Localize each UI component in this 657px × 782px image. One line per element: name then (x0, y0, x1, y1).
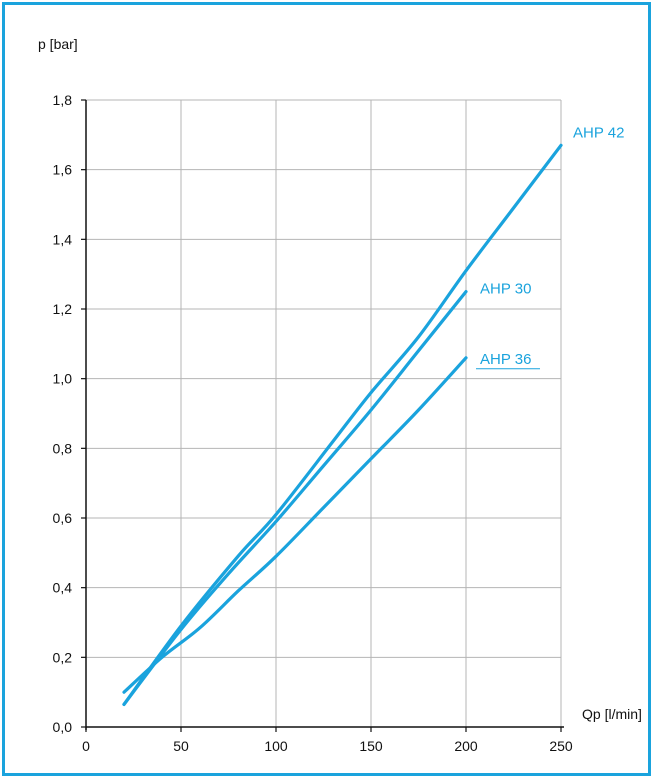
y-tick-label: 1,8 (53, 92, 73, 108)
x-tick-label: 0 (82, 738, 90, 754)
y-tick-label: 0,6 (53, 510, 73, 526)
series-label-ahp-30: AHP 30 (480, 281, 531, 298)
series-label-ahp-36: AHP 36 (480, 351, 531, 368)
y-axis-label: p [bar] (38, 36, 78, 52)
y-tick-labels: 0,0 0,2 0,4 0,6 0,8 1,0 1,2 1,4 1,6 1,8 (53, 92, 73, 735)
axes (81, 99, 564, 732)
x-tick-label: 50 (173, 738, 189, 754)
y-tick-label: 0,2 (53, 649, 73, 665)
series-lines (122, 143, 563, 706)
series-labels: AHP 42 AHP 30 AHP 36 (476, 124, 624, 370)
y-tick-label: 1,4 (53, 231, 73, 247)
chart-frame (2, 2, 651, 776)
series-line-ahp-30 (122, 290, 468, 706)
x-tick-label: 100 (264, 738, 288, 754)
y-tick-label: 1,0 (53, 371, 73, 387)
grid-lines (86, 99, 562, 727)
y-tick-label: 1,2 (53, 301, 73, 317)
x-tick-label: 250 (549, 738, 573, 754)
x-tick-labels: 0 50 100 150 200 250 (82, 738, 573, 754)
y-tick-label: 0,0 (53, 719, 73, 735)
series-line-ahp-42 (122, 143, 563, 706)
x-axis-label: Qp [l/min] (582, 706, 642, 722)
x-tick-label: 150 (359, 738, 383, 754)
y-tick-label: 0,4 (53, 580, 73, 596)
series-line-ahp-36 (122, 356, 468, 694)
x-tick-label: 200 (454, 738, 478, 754)
y-tick-label: 0,8 (53, 440, 73, 456)
y-tick-label: 1,6 (53, 162, 73, 178)
series-label-ahp-42: AHP 42 (573, 124, 624, 141)
